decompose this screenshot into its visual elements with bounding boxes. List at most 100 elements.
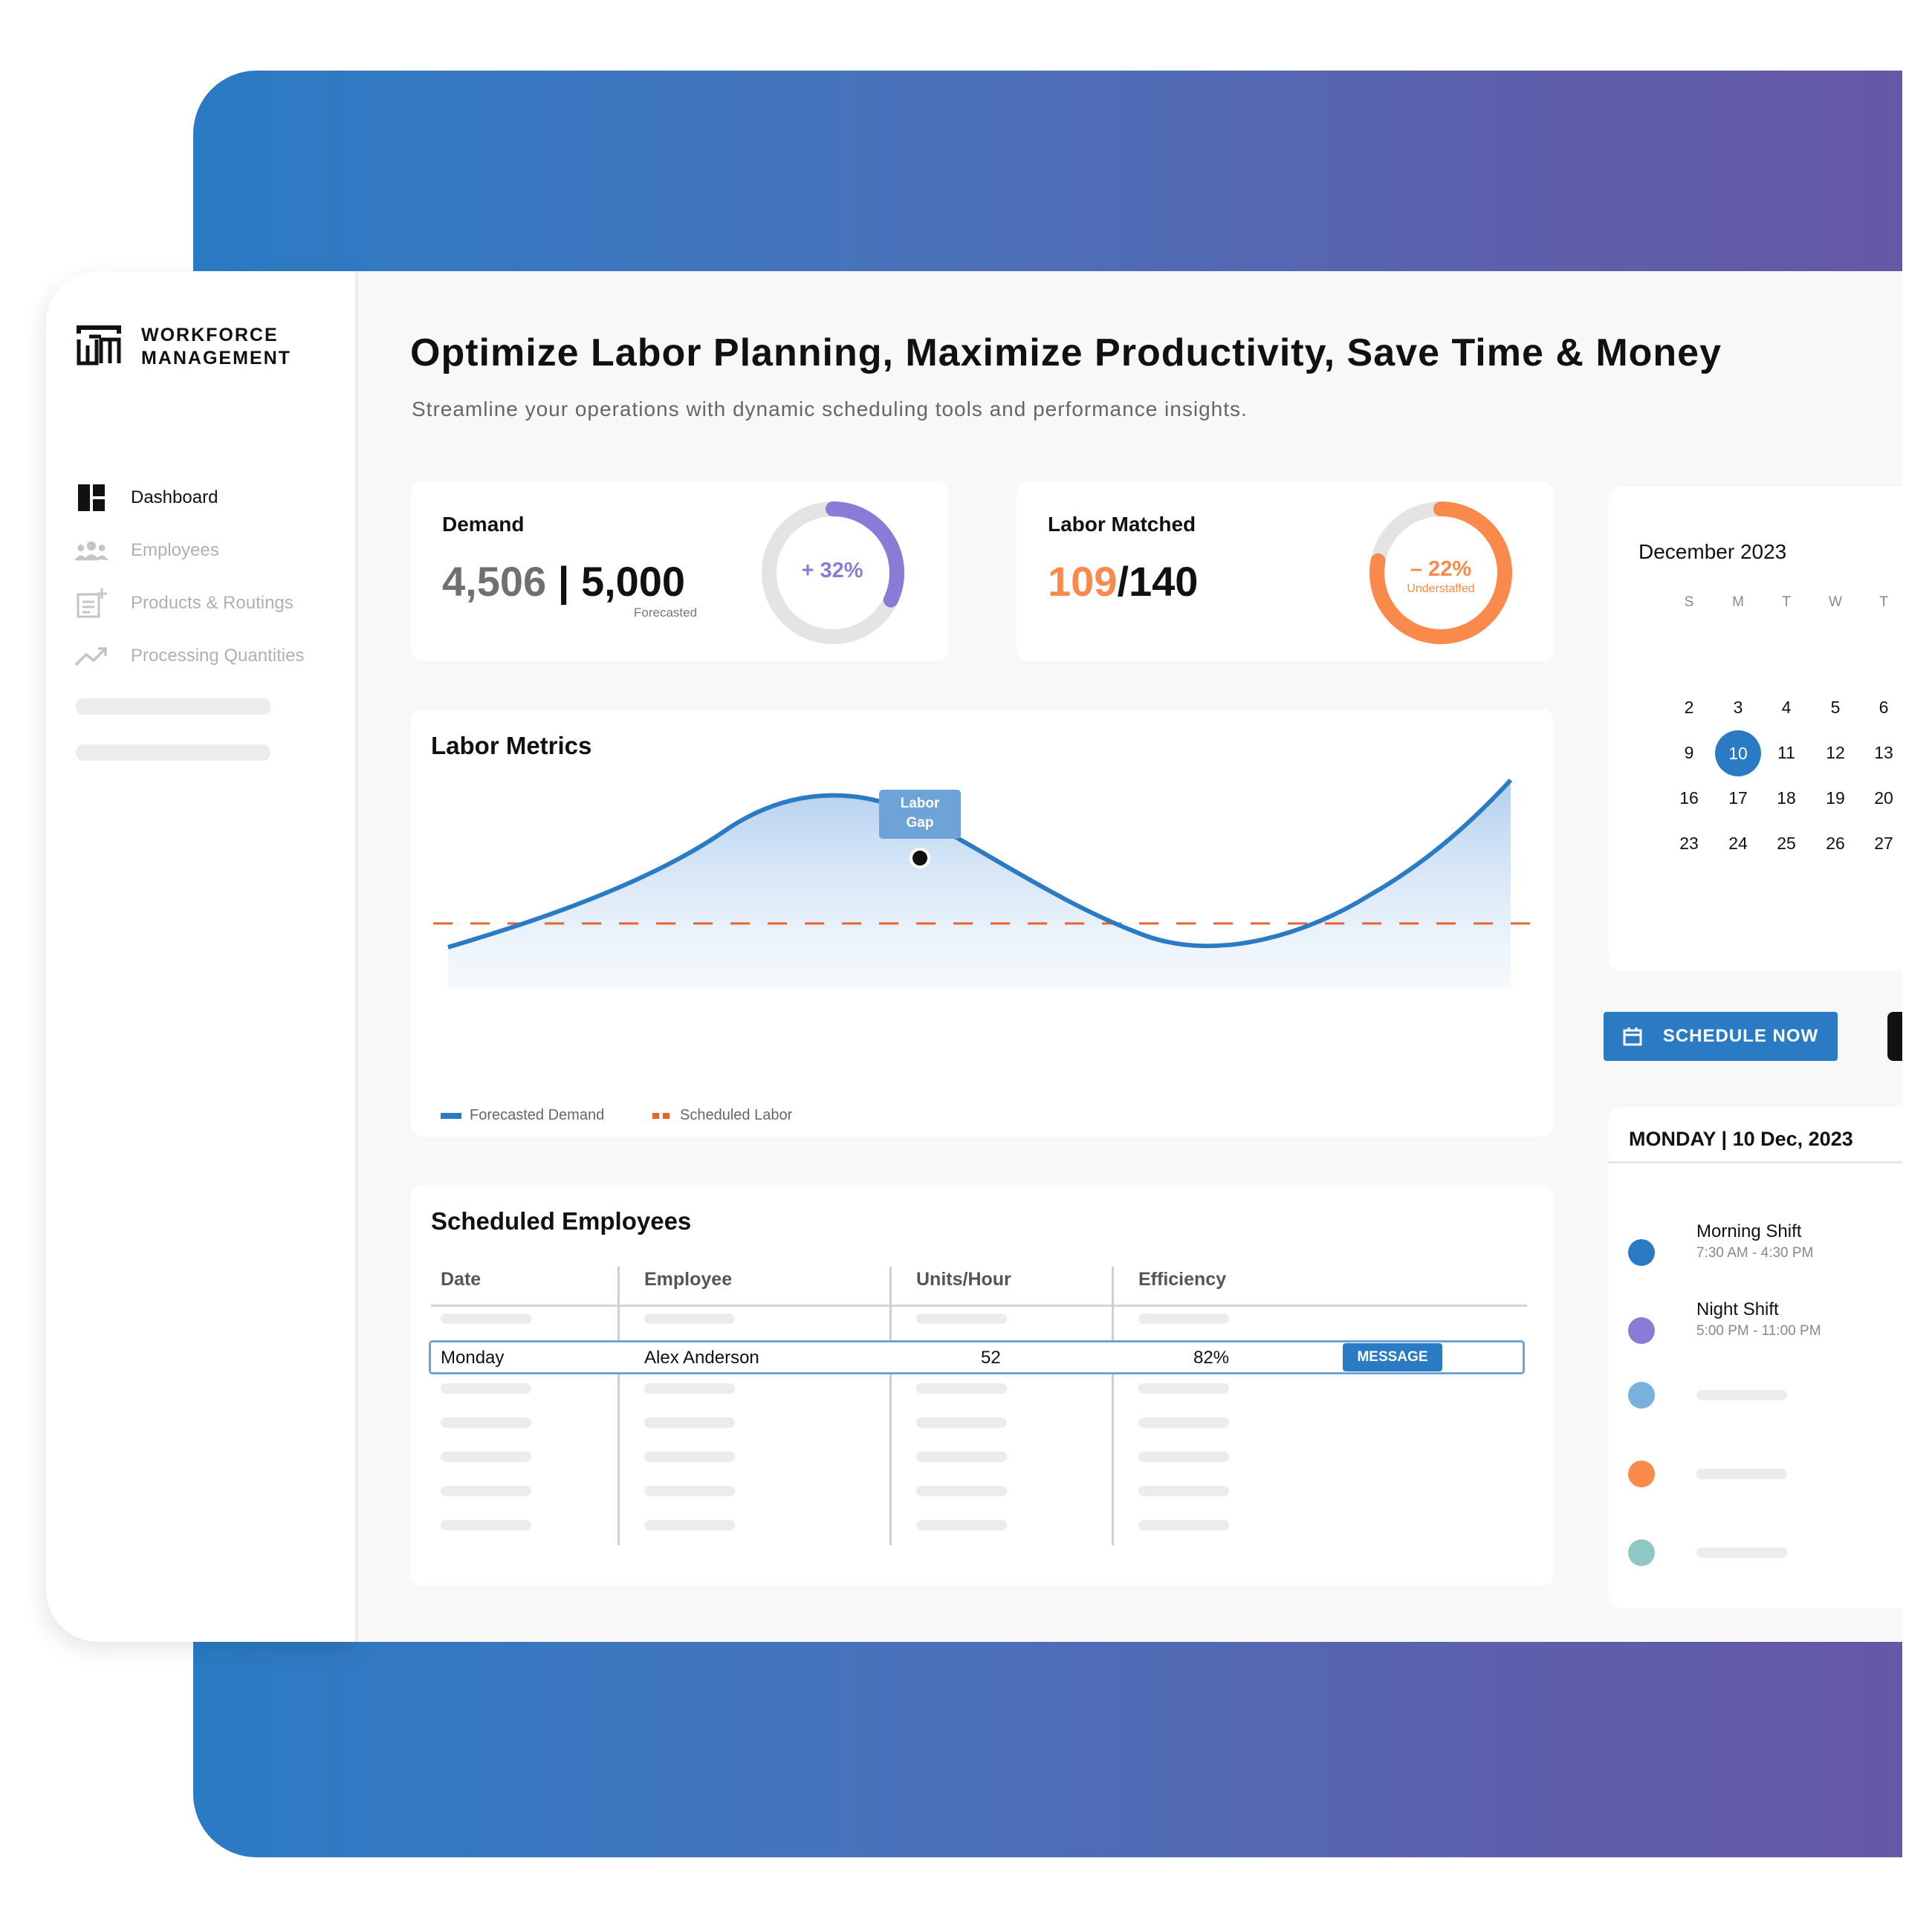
column-divider	[617, 1267, 620, 1545]
brand-line-2: MANAGEMENT	[141, 348, 291, 368]
column-header-employee[interactable]: Employee	[644, 1269, 733, 1290]
nav-item-employees[interactable]: Employees	[74, 532, 357, 569]
labor-gap-tooltip: Labor Gap	[879, 794, 961, 833]
demand-ring-arc	[826, 501, 904, 608]
table-cell-placeholder	[916, 1486, 1007, 1496]
calendar-day[interactable]: 13	[1874, 743, 1893, 762]
calendar-day[interactable]: 12	[1826, 743, 1845, 762]
calendar-day[interactable]: 18	[1777, 788, 1796, 808]
calendar-day[interactable]: 25	[1777, 834, 1796, 853]
nav-label-dashboard: Dashboard	[131, 487, 218, 507]
nav-item-products-routings[interactable]: Products & Routings	[74, 585, 357, 622]
calendar-day[interactable]: 16	[1679, 788, 1699, 808]
shift-time: 7:30 AM - 4:30 PM	[1696, 1245, 1814, 1261]
calendar-weekday: T	[1879, 594, 1888, 610]
labor-gap-marker	[910, 848, 930, 868]
column-header-date[interactable]: Date	[441, 1269, 482, 1290]
demand-ring-chart	[762, 501, 904, 644]
demand-values: 4,506 | 5,000	[442, 557, 685, 605]
sidebar	[46, 271, 358, 1642]
shift-placeholder	[1696, 1390, 1787, 1400]
table-cell-placeholder	[1138, 1486, 1229, 1496]
column-divider	[889, 1267, 892, 1545]
legend-swatch-scheduled-labor-2	[663, 1113, 670, 1119]
shift-color-dot	[1628, 1317, 1655, 1344]
nav-placeholder	[76, 744, 270, 761]
dashboard-icon	[74, 481, 108, 515]
table-header-divider	[431, 1305, 1527, 1307]
calendar-day[interactable]: 23	[1679, 834, 1699, 853]
calendar-day[interactable]: 19	[1826, 788, 1845, 808]
calendar-weekday: M	[1732, 594, 1744, 610]
shift-placeholder	[1696, 1469, 1787, 1479]
calendar-icon	[1623, 1027, 1642, 1046]
day-panel-title: MONDAY | 10 Dec, 2023	[1629, 1128, 1853, 1150]
shift-name[interactable]: Morning Shift	[1696, 1221, 1802, 1241]
calendar-day[interactable]: 5	[1830, 698, 1841, 717]
row-units-hour: 52	[981, 1348, 1001, 1368]
schedule-now-button[interactable]: SCHEDULE NOW	[1604, 1012, 1838, 1061]
calendar-day[interactable]: 9	[1684, 743, 1694, 762]
shift-color-dot	[1628, 1539, 1655, 1566]
shift-name[interactable]: Night Shift	[1696, 1299, 1779, 1319]
calendar-weekday: S	[1684, 594, 1694, 610]
row-efficiency: 82%	[1193, 1348, 1230, 1368]
table-cell-placeholder	[916, 1417, 1007, 1428]
footer-gradient-band	[193, 1634, 1902, 1857]
table-cell-placeholder	[1138, 1417, 1229, 1428]
table-cell-placeholder	[644, 1313, 735, 1324]
table-cell-placeholder	[1138, 1452, 1229, 1462]
trending-up-icon	[74, 639, 108, 673]
labor-total: /140	[1117, 558, 1199, 605]
table-cell-placeholder	[916, 1520, 1007, 1530]
column-header-units-hour[interactable]: Units/Hour	[916, 1269, 1011, 1290]
page-title: Optimize Labor Planning, Maximize Produc…	[410, 331, 1722, 374]
table-cell-placeholder	[916, 1383, 1007, 1394]
calendar-day[interactable]: 2	[1684, 698, 1694, 717]
row-date: Monday	[441, 1348, 505, 1368]
calendar-day[interactable]: 20	[1874, 788, 1893, 808]
legend-label-forecasted-demand: Forecasted Demand	[470, 1107, 605, 1123]
day-schedule-card	[1609, 1107, 1902, 1608]
calendar-day-selected[interactable]: 10	[1715, 730, 1761, 776]
calendar-day[interactable]: 17	[1728, 788, 1748, 808]
calendar-day[interactable]: 4	[1781, 698, 1792, 717]
secondary-action-button[interactable]	[1887, 1012, 1902, 1061]
chart-title: Labor Metrics	[431, 732, 592, 759]
message-button[interactable]: MESSAGE	[1343, 1343, 1442, 1371]
calendar-day[interactable]: 11	[1777, 743, 1795, 762]
nav-label-products-routings: Products & Routings	[131, 593, 294, 613]
brand-line-1: WORKFORCE	[141, 325, 279, 345]
shift-color-dot	[1628, 1382, 1655, 1409]
table-row[interactable]	[429, 1340, 1525, 1374]
calendar-day[interactable]: 6	[1878, 698, 1889, 717]
row-employee: Alex Anderson	[644, 1348, 759, 1368]
table-cell-placeholder	[916, 1313, 1007, 1324]
nav-label-employees: Employees	[131, 540, 219, 560]
nav-item-dashboard[interactable]: Dashboard	[74, 479, 357, 516]
labor-gap-line1: Labor	[900, 796, 940, 811]
column-header-efficiency[interactable]: Efficiency	[1138, 1269, 1227, 1290]
demand-separator: |	[557, 558, 570, 605]
nav-placeholder	[76, 698, 270, 715]
labor-gap-line2: Gap	[906, 815, 934, 831]
nav-item-processing-quantities[interactable]: Processing Quantities	[74, 637, 357, 675]
labor-matched-count: 109	[1048, 558, 1118, 605]
page-subtitle: Streamline your operations with dynamic …	[412, 397, 1248, 420]
labor-ring-label: – 22%	[1410, 557, 1472, 581]
calendar-day[interactable]: 24	[1728, 834, 1748, 853]
shift-color-dot	[1628, 1461, 1655, 1487]
labor-metrics-chart	[433, 778, 1540, 1119]
header-gradient-band	[193, 71, 1902, 271]
calendar-card	[1609, 487, 1902, 971]
calendar-weekday: T	[1782, 594, 1791, 610]
shift-placeholder	[1696, 1548, 1787, 1558]
labor-gap-tooltip-bg	[879, 790, 961, 839]
shift-time: 5:00 PM - 11:00 PM	[1696, 1323, 1821, 1339]
calendar-day[interactable]: 3	[1733, 698, 1743, 717]
table-cell-placeholder	[441, 1383, 531, 1394]
calendar-day[interactable]: 27	[1874, 834, 1893, 853]
calendar-month: December 2023	[1638, 540, 1787, 563]
calendar-day[interactable]: 26	[1826, 834, 1845, 853]
understaffed-label: Understaffed	[1407, 582, 1475, 595]
